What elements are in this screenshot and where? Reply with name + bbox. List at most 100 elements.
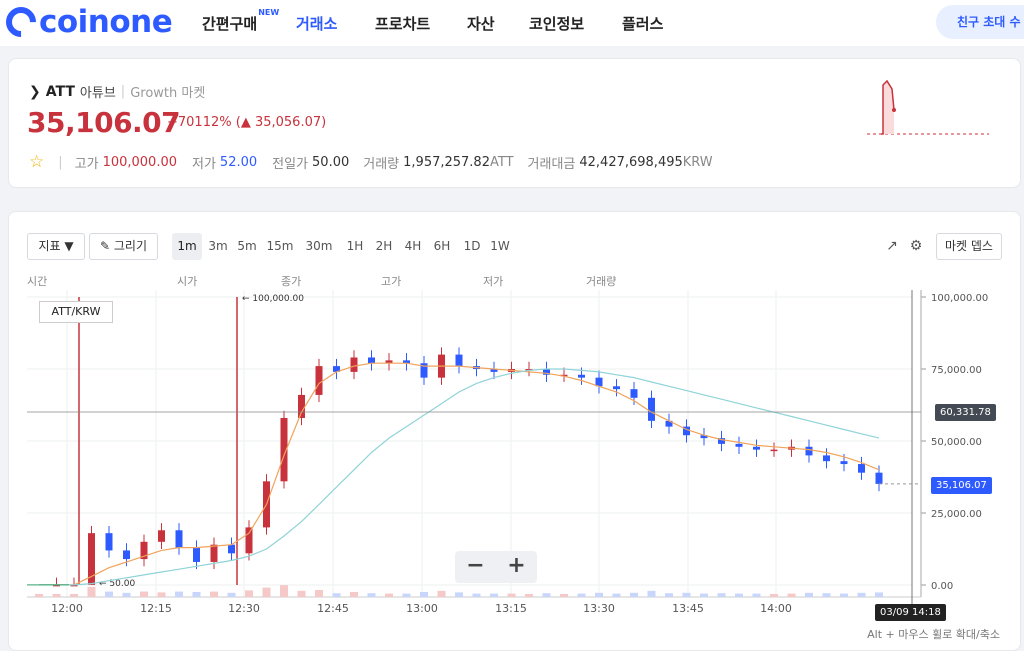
volume-bar xyxy=(350,592,358,597)
nav-item-pro-chart[interactable]: 프로차트 xyxy=(375,13,430,34)
x-tick-label: 12:15 xyxy=(140,602,172,615)
volume-bar xyxy=(840,593,848,597)
timeframe-2h[interactable]: 2H xyxy=(375,239,393,253)
sparkline-dot xyxy=(892,108,896,112)
volume-bar xyxy=(542,593,551,597)
volume-bar xyxy=(297,590,306,597)
timeframe-1w[interactable]: 1W xyxy=(490,239,510,253)
price-chart[interactable]: 100,000.00 75,000.00 50,000.00 25,000.00 0.0… xyxy=(9,212,1021,651)
timeframe-1h[interactable]: 1H xyxy=(346,239,364,253)
x-tick-label: 13:15 xyxy=(495,602,527,615)
ohlc-header: 종가 xyxy=(281,275,302,288)
candle-body xyxy=(858,464,865,473)
nav-item-exchange[interactable]: 거래소 xyxy=(296,13,337,34)
candle-body xyxy=(210,544,218,562)
timeframe-1m[interactable]: 1m xyxy=(172,233,202,260)
ohlc-header: 고가 xyxy=(381,275,402,288)
volume-bar xyxy=(87,586,96,597)
timeframe-6h[interactable]: 6H xyxy=(433,239,451,253)
candle-body xyxy=(805,446,813,456)
candle-body xyxy=(875,472,883,484)
favorite-star-icon[interactable]: ☆ xyxy=(29,152,45,172)
volume-bar xyxy=(560,594,568,597)
invite-friend-button[interactable]: 친구 초대 수 xyxy=(936,5,1024,39)
external-link-icon[interactable]: ↗ xyxy=(886,238,898,254)
ticker-name: 아튜브 xyxy=(79,86,116,101)
sparkline-area xyxy=(883,81,894,134)
draw-button[interactable]: ✎ 그리기 xyxy=(89,233,158,260)
candle-body xyxy=(420,363,428,378)
change-rate: +70112% xyxy=(167,115,232,130)
chart-card: 지표 ▼ ✎ 그리기 마켓 뎁스 ↗ ⚙ 100,000.00 75,000.00… xyxy=(8,211,1021,651)
nav-item-simple-buy[interactable]: 간편구매 NEW xyxy=(202,8,279,34)
volume-bar xyxy=(262,587,271,597)
ticker-title[interactable]: ❯ ATT 아튜브 | Growth 마켓 xyxy=(29,82,205,102)
nav-item-coin-info[interactable]: 코인정보 xyxy=(529,13,584,34)
candle-body xyxy=(595,377,603,387)
mini-sparkline xyxy=(867,79,989,135)
volume-bar xyxy=(140,591,148,597)
volume-bar xyxy=(157,592,166,597)
candle-body xyxy=(333,366,340,372)
nav-item-label: 플러스 xyxy=(622,15,664,33)
market-depth-button[interactable]: 마켓 뎁스 xyxy=(936,233,1002,260)
volume-unit: ATT xyxy=(489,154,514,170)
timeframe-3m[interactable]: 3m xyxy=(208,239,228,253)
chevron-right-icon: ❯ xyxy=(29,83,41,100)
nav-item-assets[interactable]: 자산 xyxy=(467,13,495,34)
max-price-label: ← 100,000.00 xyxy=(242,294,304,304)
volume-value: 1,957,257.82 xyxy=(403,154,490,170)
volume-bar xyxy=(227,592,236,597)
candle-body xyxy=(403,360,410,364)
price-change: +70112% (▲ 35,056.07) xyxy=(167,115,326,130)
candle-body xyxy=(823,455,830,462)
ma-short-line xyxy=(39,362,880,586)
nav-item-label: 간편구매 xyxy=(202,15,258,33)
candle-body xyxy=(543,369,550,375)
low-value: 52.00 xyxy=(219,154,258,170)
change-amount: (▲ 35,056.07) xyxy=(235,115,327,130)
volume-bar xyxy=(402,593,411,597)
volume-bar xyxy=(612,593,621,597)
nav-item-plus[interactable]: 플러스 xyxy=(622,13,663,34)
candle-body xyxy=(140,541,148,560)
candle-body xyxy=(613,386,620,390)
indicator-dropdown[interactable]: 지표 ▼ xyxy=(27,233,85,260)
trade-value-unit: KRW xyxy=(682,154,713,170)
candle-body xyxy=(683,426,690,436)
zoom-out-button[interactable]: − xyxy=(466,553,485,578)
settings-gear-icon[interactable]: ⚙ xyxy=(909,238,923,254)
volume-bar xyxy=(822,593,831,597)
candle-body xyxy=(245,527,253,554)
zoom-controls: − + xyxy=(455,551,537,583)
volume-bar xyxy=(805,592,813,597)
timeframe-4h[interactable]: 4H xyxy=(404,239,422,253)
timeframe-30m[interactable]: 30m xyxy=(305,239,333,253)
volume-bar xyxy=(385,593,393,597)
ohlc-header: 시가 xyxy=(177,275,198,288)
volume-bar xyxy=(192,592,201,597)
volume-bar xyxy=(315,590,323,597)
prev-close-label: 전일가 xyxy=(272,156,309,172)
zoom-in-button[interactable]: + xyxy=(507,553,526,578)
volume-bar xyxy=(787,593,796,597)
candle-body xyxy=(735,443,743,447)
coinone-logo[interactable]: coinone xyxy=(0,0,173,44)
timeframe-5m[interactable]: 5m xyxy=(237,239,257,253)
x-tick-label: 13:00 xyxy=(406,602,438,615)
candle-body xyxy=(630,389,638,398)
timeframe-1d[interactable]: 1D xyxy=(463,239,481,253)
candle-body xyxy=(280,417,288,482)
candle-body xyxy=(770,449,778,452)
volume-bar xyxy=(682,592,691,597)
candle-body xyxy=(718,438,725,444)
ohlc-header: 저가 xyxy=(483,275,504,288)
timeframe-15m[interactable]: 15m xyxy=(266,239,294,253)
top-navigation: coinone 간편구매 NEW 거래소 프로차트 자산 코인정보 플러스 친구… xyxy=(0,0,1024,46)
volume-bar xyxy=(630,592,638,597)
volume-bar xyxy=(420,592,428,597)
candle-body xyxy=(158,530,165,542)
low-label: 저가 xyxy=(192,156,216,172)
logo-mark-icon xyxy=(0,0,43,44)
candle-body xyxy=(123,550,130,560)
